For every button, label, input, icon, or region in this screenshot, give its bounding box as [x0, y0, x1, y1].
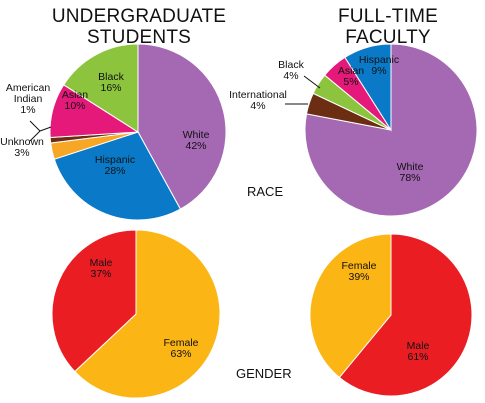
- full-time-faculty-race-leader-line: [303, 75, 321, 89]
- full-time-faculty-race-label-black: Black 4%: [278, 59, 304, 82]
- full-time-faculty-race-label-asian: Asian 5%: [338, 65, 364, 88]
- undergraduate-students-race-leader-line: [29, 130, 41, 142]
- undergraduate-students-gender-slice-male: [51, 229, 137, 373]
- full-time-faculty-gender-slice-male: [338, 233, 473, 397]
- full-time-faculty-gender-slice-female: [309, 233, 392, 379]
- full-time-faculty-race-label-hispanic: Hispanic 9%: [359, 54, 399, 77]
- undergraduate-students-race-slice-black: [63, 43, 139, 133]
- race-row-label: RACE: [247, 184, 284, 199]
- undergraduate-students-race-slice-white: [137, 43, 227, 210]
- undergraduate-students-race-label-unknown: Unknown 3%: [0, 136, 44, 159]
- gender-row-label: GENDER: [236, 366, 292, 381]
- undergraduate-students-race-label-american-indian: American Indian 1%: [6, 82, 51, 116]
- full-time-faculty-race-slice-hispanic: [344, 43, 392, 132]
- undergraduate-students-race-label-black: Black 16%: [98, 71, 124, 94]
- undergraduate-students-race-label-hispanic: Hispanic 28%: [95, 154, 135, 177]
- undergraduate-students-gender-slice-female: [74, 229, 221, 399]
- undergraduate-students-race-slice-hispanic: [53, 131, 182, 221]
- undergraduate-students-race-label-asian: Asian 10%: [62, 89, 88, 112]
- full-time-faculty-gender-label-male: Male 61%: [407, 340, 430, 363]
- full-time-faculty-title: FULL-TIME FACULTY: [338, 6, 438, 48]
- undergraduate-students-race-leader-line: [29, 120, 52, 132]
- undergraduate-students-race-label-white: White 42%: [183, 129, 210, 152]
- full-time-faculty-race-slice-white: [304, 43, 478, 217]
- full-time-faculty-race-label-white: White 78%: [397, 161, 424, 184]
- full-time-faculty-gender-label-female: Female 39%: [341, 260, 376, 283]
- undergraduate-students-title: UNDERGRADUATE STUDENTS: [51, 6, 227, 48]
- full-time-faculty-race-label-international: International 4%: [229, 89, 287, 112]
- undergraduate-students-gender-label-female: Female 63%: [163, 337, 198, 360]
- undergraduate-students-gender-label-male: Male 37%: [90, 257, 113, 280]
